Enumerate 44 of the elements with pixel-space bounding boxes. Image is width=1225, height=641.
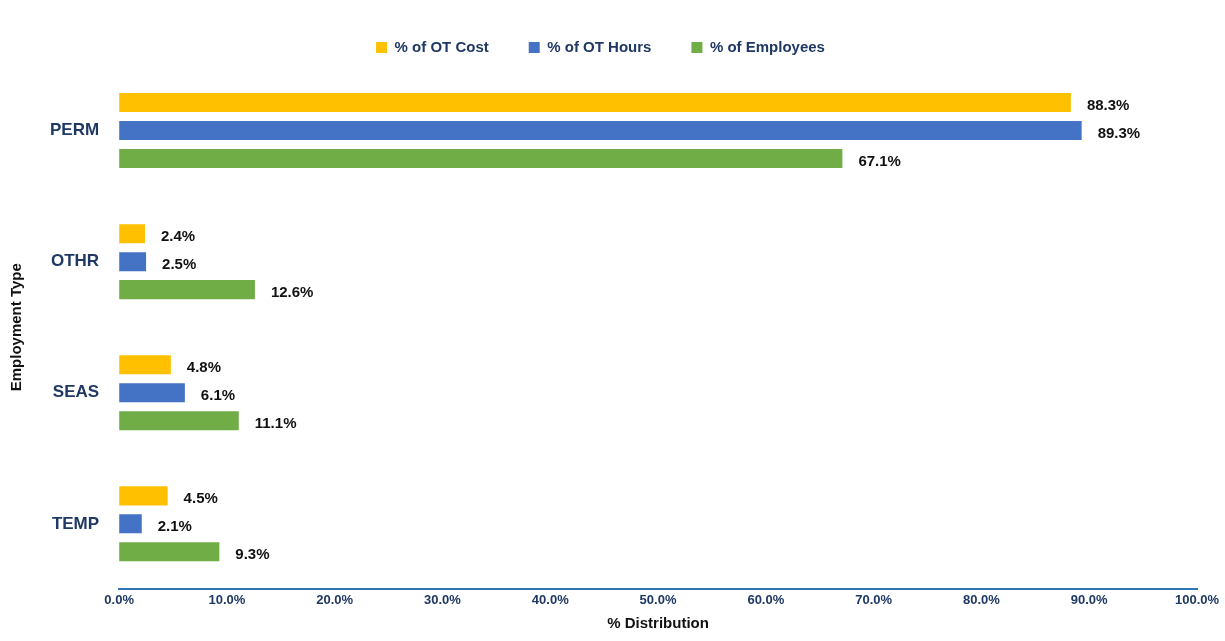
- data-label: 6.1%: [200, 385, 236, 403]
- bar: [119, 383, 185, 403]
- bar: [119, 252, 147, 272]
- data-label: 2.1%: [157, 516, 192, 534]
- legend-label: % of OT Hours: [547, 37, 652, 55]
- bar: [119, 514, 142, 534]
- x-tick-label: 40.0%: [531, 591, 570, 607]
- bar: [119, 121, 1082, 141]
- data-label: 2.4%: [160, 226, 196, 244]
- bar: [119, 280, 255, 300]
- x-tick-label: 60.0%: [747, 591, 785, 607]
- bar: [119, 542, 220, 562]
- y-tick-label: SEAS: [52, 382, 100, 402]
- bar: [119, 411, 239, 431]
- bar: [119, 224, 145, 244]
- bar: [119, 355, 171, 375]
- data-label: 89.3%: [1097, 123, 1141, 141]
- y-tick-label: TEMP: [51, 513, 100, 533]
- x-tick-label: 50.0%: [639, 591, 677, 607]
- x-tick-label: 70.0%: [855, 591, 893, 607]
- bar: [119, 149, 843, 169]
- y-tick-label: PERM: [49, 120, 100, 140]
- x-tick-label: 80.0%: [962, 591, 1001, 607]
- data-label: 11.1%: [254, 413, 297, 431]
- x-tick-label: 0.0%: [104, 591, 135, 607]
- y-tick-label: OTHR: [50, 251, 100, 271]
- data-label: 4.5%: [183, 489, 218, 507]
- data-label: 12.6%: [270, 282, 314, 300]
- data-label: 9.3%: [235, 544, 270, 562]
- data-label: 88.3%: [1086, 95, 1130, 113]
- x-tick-label: 20.0%: [316, 591, 354, 607]
- bar: [119, 93, 1071, 113]
- x-tick-label: 100.0%: [1174, 591, 1220, 607]
- data-label: 2.5%: [162, 254, 197, 272]
- bar: [119, 486, 168, 506]
- x-axis-title: % Distribution: [607, 614, 709, 632]
- x-tick-label: 30.0%: [424, 591, 462, 607]
- data-label: 4.8%: [186, 357, 222, 375]
- x-tick-label: 10.0%: [208, 591, 246, 607]
- x-tick-label: 90.0%: [1070, 591, 1109, 607]
- data-label: 67.1%: [858, 151, 901, 169]
- legend-label: % of OT Cost: [394, 37, 489, 55]
- y-axis-title: Employment Type: [7, 263, 25, 392]
- legend-label: % of Employees: [709, 37, 825, 55]
